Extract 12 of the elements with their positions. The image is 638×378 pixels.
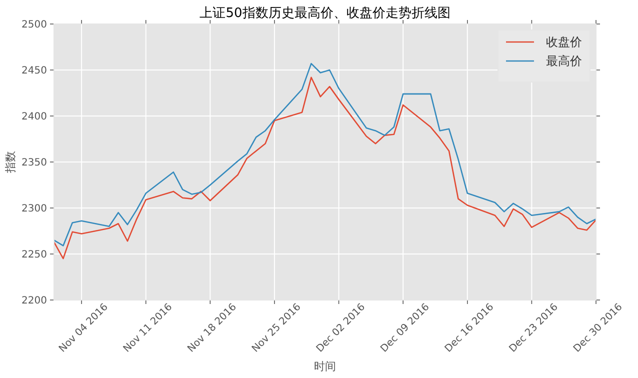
y-tick-label: 2350: [22, 158, 47, 168]
legend-label: 收盘价: [546, 35, 582, 49]
y-axis-title: 指数: [4, 151, 17, 174]
x-axis-title: 时间: [314, 360, 336, 373]
y-tick-label: 2250: [22, 250, 47, 260]
y-tick-label: 2200: [22, 296, 47, 306]
y-tick-label: 2300: [22, 204, 47, 214]
y-tick-label: 2500: [22, 20, 47, 30]
y-tick-label: 2450: [22, 66, 47, 76]
y-tick-label: 2400: [22, 112, 47, 122]
legend-label: 最高价: [546, 54, 582, 68]
chart-title: 上证50指数历史最高价、收盘价走势折线图: [200, 5, 450, 21]
